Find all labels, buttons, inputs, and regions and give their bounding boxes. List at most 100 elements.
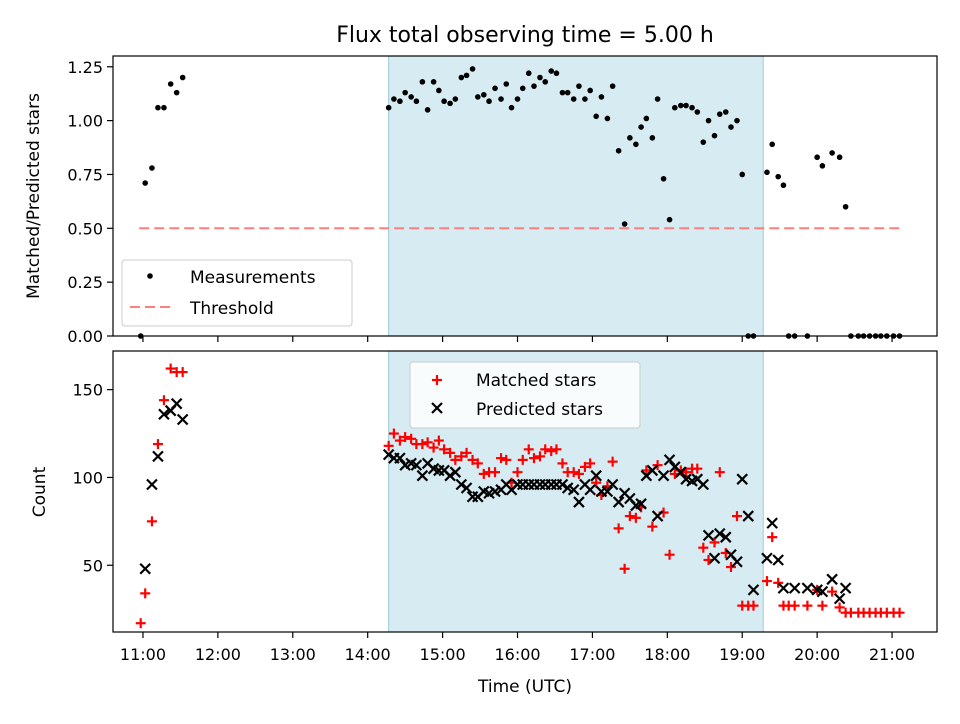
matched-star-point (433, 435, 444, 446)
measurement-point (660, 175, 667, 182)
top-legend: Measurements Threshold (121, 259, 353, 327)
predicted-star-point (697, 478, 710, 491)
measurement-point (481, 91, 487, 98)
matched-star-point (417, 439, 428, 450)
measurement-point (142, 180, 149, 186)
predicted-star-point (742, 510, 755, 522)
top-y-tick-label: 0.50 (67, 219, 103, 238)
measurement-point (463, 72, 470, 79)
measurement-point (819, 163, 826, 169)
measurement-point (542, 79, 549, 85)
measurement-point (711, 132, 718, 139)
matched-star-point (767, 532, 778, 543)
measurement-point (764, 169, 770, 176)
measurement-point (458, 74, 465, 81)
measurement-point (492, 85, 498, 92)
bottom-y-tick-label: 100 (72, 468, 103, 487)
matched-star-point (152, 439, 163, 450)
matched-star-point (731, 511, 742, 522)
measurement-point (769, 141, 775, 148)
predicted-star-point (713, 527, 726, 540)
matched-star-point (557, 458, 568, 469)
matched-star-point (647, 521, 658, 532)
measurement-point (173, 89, 180, 96)
measurement-point (419, 79, 426, 85)
top-y-tick-label: 0.25 (67, 273, 103, 292)
predicted-star-point (766, 517, 778, 529)
matched-star-point (478, 468, 489, 479)
matched-star-point (165, 363, 176, 374)
matched-star-point (894, 607, 905, 618)
measurement-point (498, 96, 504, 102)
measurement-point (836, 154, 843, 161)
matched-star-point (177, 367, 188, 378)
predicted-star-point (416, 469, 429, 482)
predicted-star-point (444, 469, 456, 482)
predicted-star-point (394, 452, 406, 464)
measurement-point (621, 221, 628, 227)
bottom-x-tick-label: 19:00 (719, 645, 765, 664)
measurement-point (503, 81, 510, 87)
measurement-point (689, 104, 695, 111)
bottom-x-tick-label: 12:00 (195, 645, 241, 664)
measurement-point (633, 141, 639, 148)
measurement-point (525, 70, 532, 77)
matched-star-point (450, 454, 461, 465)
measurement-point (452, 96, 459, 102)
matched-star-point (388, 428, 399, 439)
measurement-point (548, 68, 555, 74)
predicted-star-point (146, 478, 158, 491)
predicted-star-point (176, 413, 189, 426)
matched-star-point (773, 577, 784, 588)
predicted-star-point (556, 478, 569, 491)
measurement-point (397, 98, 403, 105)
matched-star-point (613, 523, 624, 534)
matched-star-point (512, 467, 523, 478)
bottom-legend-box (409, 361, 641, 429)
matched-star-point (692, 463, 703, 474)
measurement-point (716, 111, 723, 117)
measurement-point (385, 104, 392, 111)
measurement-point (587, 87, 593, 94)
legend-label-matched: Matched stars (476, 371, 596, 391)
measurement-point (553, 70, 560, 77)
matched-star-point (422, 437, 433, 448)
measurement-point (694, 109, 701, 115)
measurement-point (570, 96, 577, 102)
matched-star-point (158, 395, 169, 406)
bottom-x-tick-label: 14:00 (345, 645, 391, 664)
matched-star-point (551, 444, 562, 455)
measurement-point (734, 117, 740, 124)
matched-star-point (439, 444, 450, 455)
predicted-star-point (788, 582, 801, 594)
legend-marker-matched (432, 375, 442, 385)
measurement-point (519, 85, 526, 92)
measurement-point (469, 66, 476, 72)
measurement-point (161, 104, 167, 111)
top-y-tick-label: 1.25 (67, 58, 103, 77)
matched-star-point (534, 451, 545, 462)
predicted-stars-series (139, 397, 852, 605)
matched-star-point (140, 588, 151, 599)
matched-star-point (461, 447, 472, 458)
predicted-star-point (158, 408, 170, 421)
matched-star-point (761, 576, 772, 587)
predicted-star-point (635, 498, 647, 510)
predicted-star-point (675, 466, 687, 478)
matched-star-point (568, 467, 579, 478)
predicted-star-point (826, 573, 838, 586)
matched-star-point (573, 468, 584, 479)
top-y-axis-label: Matched/Predicted stars (24, 93, 44, 299)
top-axes-frame (112, 55, 938, 337)
measurement-point (167, 81, 174, 87)
predicted-star-point (801, 582, 814, 594)
measurement-point (649, 135, 656, 141)
measurement-point (155, 104, 161, 111)
measurement-point (391, 96, 397, 102)
matched-star-point (698, 542, 709, 553)
matched-star-point (428, 442, 439, 453)
measurement-point (683, 102, 689, 109)
matched-star-point (523, 444, 534, 455)
top-legend-box (121, 259, 353, 327)
predicted-star-point (702, 529, 715, 542)
